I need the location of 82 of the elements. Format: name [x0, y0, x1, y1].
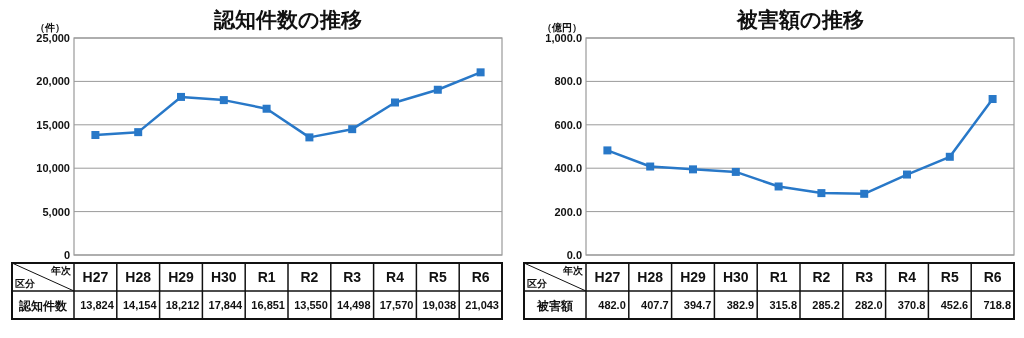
x-tick-label: H30	[210, 269, 237, 285]
data-label: 17,570	[379, 299, 414, 311]
x-tick-label: R6	[983, 269, 1002, 285]
data-label: 394.7	[683, 299, 712, 311]
chart-title: 被害額の推移	[735, 8, 864, 32]
data-label: 13,824	[80, 299, 115, 311]
y-tick-label: 0.0	[566, 249, 582, 261]
data-label: 718.8	[983, 299, 1011, 311]
text: 認知件数	[18, 299, 68, 313]
data-label: 482.0	[598, 299, 626, 311]
point	[689, 165, 697, 174]
data-label: 18,212	[165, 299, 200, 311]
y-tick-label: 10,000	[36, 162, 70, 175]
data-label: 315.8	[769, 299, 797, 311]
x-tick-label: R1	[769, 269, 788, 285]
data-label: 14,154	[122, 299, 158, 311]
y-tick-label: 20,000	[36, 75, 70, 88]
y-tick-label: 5,000	[42, 205, 70, 218]
point	[391, 98, 399, 107]
data-label: 13,550	[294, 299, 328, 311]
y-tick-label: 0	[63, 249, 70, 261]
x-tick-label: R5	[428, 269, 447, 285]
point	[988, 95, 997, 104]
x-tick-label: R1	[257, 269, 276, 285]
point	[305, 133, 314, 142]
x-tick-label: H28	[637, 269, 664, 285]
point	[91, 131, 100, 140]
point	[860, 189, 869, 198]
text: 年次	[50, 265, 72, 276]
y-tick-label: 400.0	[554, 162, 582, 175]
text: 区分	[527, 278, 548, 289]
point	[177, 92, 185, 101]
x-tick-label: H27	[82, 269, 109, 285]
data-label: 17,844	[208, 299, 244, 311]
data-label: 21,043	[465, 299, 499, 311]
data-label: 407.7	[641, 299, 669, 311]
point	[262, 104, 271, 113]
point	[219, 96, 228, 105]
y-tick-label: 200.0	[554, 205, 582, 218]
data-label: 282.0	[855, 299, 883, 311]
x-tick-label: R3	[343, 269, 362, 285]
y-tick-label: 800.0	[554, 75, 582, 88]
x-tick-label: R4	[386, 269, 405, 285]
x-tick-label: H28	[125, 269, 152, 285]
point	[774, 182, 783, 191]
y-tick-label: 15,000	[36, 118, 70, 131]
point	[433, 85, 442, 94]
x-tick-label: H27	[594, 269, 621, 285]
point	[134, 128, 143, 137]
text: 区分	[15, 278, 36, 289]
text: 年次	[562, 265, 584, 276]
x-tick-label: R3	[855, 269, 874, 285]
point	[731, 167, 740, 176]
data-label: 19,038	[422, 299, 457, 311]
data-label: 382.9	[726, 299, 755, 311]
x-tick-label: H30	[722, 269, 749, 285]
point	[817, 189, 826, 198]
x-tick-label: R2	[300, 269, 319, 285]
y-tick-label: 600.0	[554, 118, 582, 131]
x-tick-label: R5	[940, 269, 959, 285]
y-tick-label: 1,000.0	[545, 32, 582, 44]
data-label: 14,498	[336, 299, 371, 311]
text: 被害額	[536, 299, 573, 313]
x-tick-label: H29	[168, 269, 195, 285]
x-tick-label: R4	[898, 269, 917, 285]
data-label: 452.6	[940, 299, 969, 311]
point	[646, 162, 655, 171]
data-label: 370.8	[897, 299, 926, 311]
point	[348, 125, 357, 134]
data-label: 16,851	[251, 299, 285, 311]
y-tick-label: 25,000	[36, 32, 70, 44]
point	[603, 146, 612, 155]
y-axis-title: （億円）	[542, 22, 582, 33]
point	[476, 68, 485, 77]
chart-title: 認知件数の推移	[213, 8, 362, 31]
point	[903, 170, 911, 179]
x-tick-label: R2	[812, 269, 831, 285]
x-tick-label: H29	[680, 269, 707, 285]
x-tick-label: R6	[471, 269, 490, 285]
point	[945, 152, 954, 161]
data-label: 285.2	[812, 299, 840, 311]
y-axis-title: （件）	[35, 22, 65, 33]
